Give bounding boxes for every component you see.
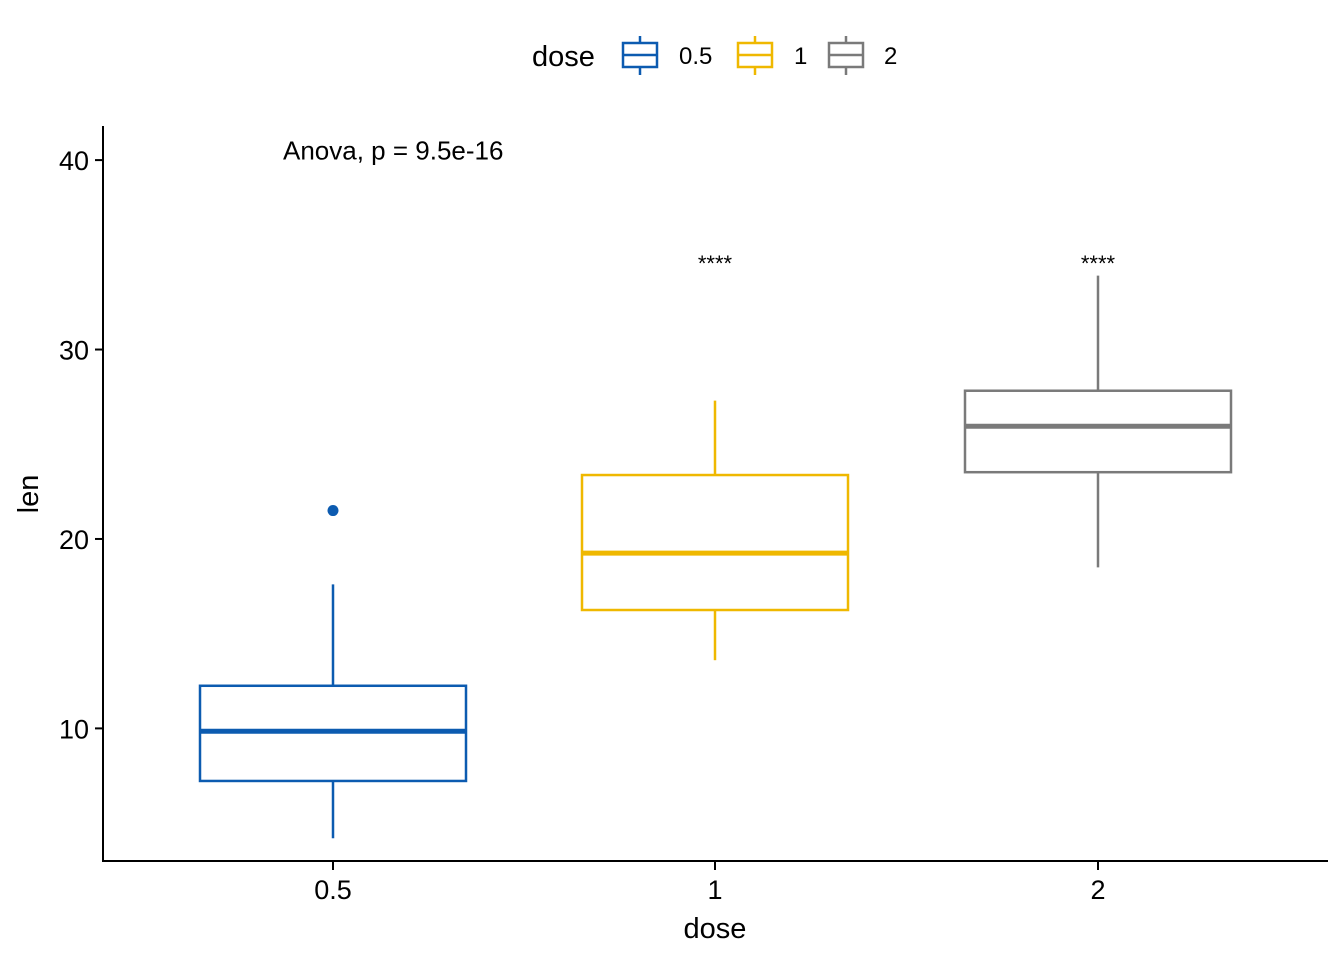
x-tick-label: 2: [1090, 875, 1105, 905]
y-tick-label: 20: [59, 525, 89, 555]
anova-annotation: Anova, p = 9.5e-16: [283, 136, 503, 166]
legend-item-0.5: 0.5: [621, 36, 712, 75]
legend-item-1: 1: [736, 36, 807, 75]
x-tick-label: 1: [707, 875, 722, 905]
y-axis-title: len: [13, 475, 45, 514]
box-0.5: [198, 505, 468, 839]
legend-item-2: 2: [827, 36, 897, 75]
legend-title: dose: [532, 41, 595, 73]
significance-label-2: ****: [1081, 251, 1116, 276]
x-axis-title: dose: [684, 913, 747, 945]
x-axis-ticks: 0.5 1 2: [314, 861, 1106, 905]
x-tick-label: 0.5: [314, 875, 352, 905]
outlier-point: [327, 505, 339, 517]
legend-label: 2: [884, 43, 897, 70]
box-1: [580, 400, 850, 661]
y-tick-label: 10: [59, 714, 89, 744]
y-tick-label: 40: [59, 146, 89, 176]
y-axis-ticks: 10 20 30 40: [59, 146, 103, 744]
plot-area: **** **** Anova, p = 9.5e-16: [198, 136, 1233, 839]
legend: dose 0.5 1 2: [532, 36, 897, 75]
significance-label-1: ****: [698, 251, 733, 276]
box-iqr: [963, 389, 1233, 474]
box-iqr: [580, 473, 850, 612]
legend-label: 0.5: [679, 43, 712, 70]
legend-label: 1: [794, 43, 807, 70]
y-tick-label: 30: [59, 336, 89, 366]
box-2: [963, 275, 1233, 568]
